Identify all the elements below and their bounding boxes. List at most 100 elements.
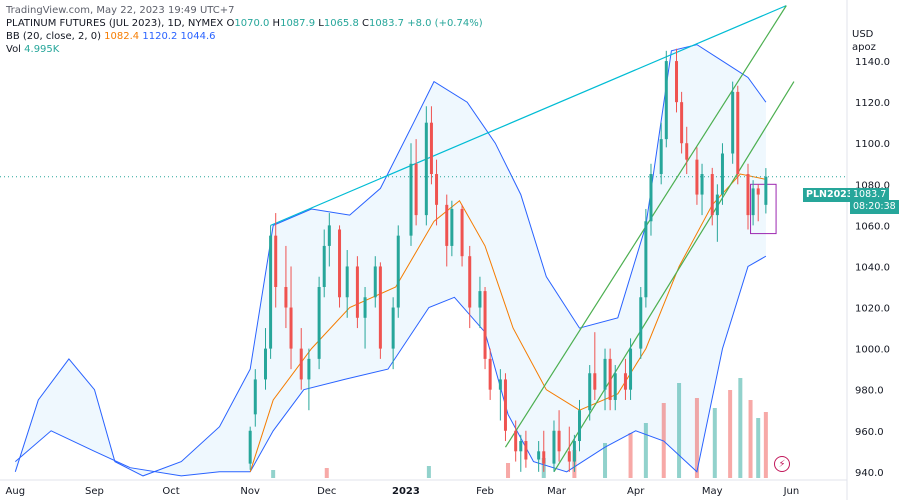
candle-body [435, 174, 439, 205]
bb-fill [15, 44, 766, 476]
currency-label: USD [852, 29, 874, 40]
candle-body [414, 163, 418, 216]
candle-body [450, 208, 454, 246]
bb-basis-line [249, 173, 767, 472]
candle-body [731, 91, 735, 154]
y-tick-label: 1000.0 [855, 345, 890, 356]
candle-body [557, 430, 561, 452]
candle-body [756, 188, 760, 195]
candle-body [710, 174, 714, 216]
volume-bar [603, 443, 608, 478]
candle-body [720, 153, 724, 195]
bar-countdown-tag: 08:20:38 [850, 200, 899, 214]
candle-body [715, 194, 719, 216]
legend-symbol: PLATINUM FUTURES (JUL 2023), 1D, NYMEX [6, 18, 224, 29]
candle-body [409, 163, 413, 236]
volume-bar [738, 378, 743, 478]
candle-body [514, 430, 518, 452]
candle-body [445, 204, 449, 246]
candle-body [695, 159, 699, 195]
candle-body [659, 139, 663, 175]
candle-body [664, 61, 668, 140]
candle-body [629, 348, 633, 390]
candle-body [338, 229, 342, 298]
bb-lower-line [14, 255, 767, 477]
y-tick-label: 1060.0 [855, 221, 890, 232]
watermark: TradingView.com, May 22, 2023 19:49 UTC+… [6, 5, 235, 16]
candle-body [263, 348, 267, 380]
bb-label: BB (20, close, 2, 0) [6, 31, 101, 42]
x-tick-label: May [702, 486, 723, 497]
candle-body [253, 379, 257, 415]
unit-label: apoz [852, 42, 876, 53]
ohlc-change: +8.0 (+0.74%) [407, 18, 483, 29]
volume-bar [694, 398, 699, 478]
candle-body [345, 266, 349, 298]
ohlc-l-key: L [318, 18, 324, 29]
candle-body [746, 174, 750, 216]
x-tick-label: Mar [547, 486, 567, 497]
volume-bar [506, 463, 511, 478]
bb-upper-value: 1120.2 [142, 31, 178, 42]
ohlc-o-key: O [226, 18, 235, 29]
volume-bar [643, 423, 648, 478]
candle-body [322, 245, 326, 287]
candle-body [639, 297, 643, 349]
candle-body [269, 235, 273, 349]
candle-body [478, 291, 482, 308]
candle-body [424, 122, 428, 216]
candle-body [488, 358, 492, 390]
x-tick-label: Apr [627, 486, 645, 497]
x-tick-label: Oct [162, 486, 179, 497]
candle-body [593, 373, 597, 390]
x-tick-label: Dec [317, 486, 336, 497]
candle-body [751, 188, 755, 216]
candle-body [680, 102, 684, 144]
y-tick-label: 1080.0 [855, 180, 890, 191]
bb-basis-value: 1082.4 [104, 31, 140, 42]
x-tick-label: Aug [6, 486, 26, 497]
volume-bar [271, 470, 276, 478]
candle-body [685, 143, 689, 160]
candle-body [572, 441, 576, 462]
volume-bar [426, 466, 431, 478]
volume-bar [763, 412, 768, 478]
candle-body [608, 358, 612, 400]
trendline-channel-lower [553, 81, 795, 473]
x-tick-label: 2023 [392, 486, 420, 497]
candles [248, 48, 768, 472]
y-tick-label: 1020.0 [855, 304, 890, 315]
chart-legend: TradingView.com, May 22, 2023 19:49 UTC+… [6, 4, 483, 56]
range-box [750, 183, 777, 235]
indicator-lines [0, 44, 845, 477]
bollinger-band [15, 44, 766, 476]
candle-body [578, 410, 582, 442]
candle-body [378, 266, 382, 349]
x-tick-label: Nov [240, 486, 260, 497]
ohlc-c-key: C [362, 18, 370, 29]
y-tick-label: 1120.0 [855, 98, 890, 109]
volume-bar [628, 433, 633, 478]
trendline-resistance [270, 5, 787, 226]
candle-body [284, 286, 288, 308]
y-tick-label: 1040.0 [855, 262, 890, 273]
candle-body [373, 266, 377, 298]
candle-body [537, 451, 541, 460]
symbol-price-tag: PLN2023 [803, 188, 857, 202]
y-tick-label: 940.0 [855, 468, 884, 479]
candle-body [675, 61, 679, 103]
ohlc-o-value: 1070.0 [234, 18, 270, 29]
candle-body [289, 307, 293, 349]
lightning-icon[interactable]: ⚡ [774, 456, 790, 472]
y-tick-label: 1140.0 [855, 57, 890, 68]
candle-body [764, 176, 768, 205]
volume-bar [324, 468, 329, 478]
ohlc-c-value: 1083.7 [369, 18, 405, 29]
volume-bar [728, 390, 733, 478]
candle-body [644, 221, 648, 298]
candle-body [519, 441, 523, 452]
volume-bar [677, 383, 682, 478]
candle-body [317, 286, 321, 359]
ohlc-h-value: 1087.9 [280, 18, 316, 29]
